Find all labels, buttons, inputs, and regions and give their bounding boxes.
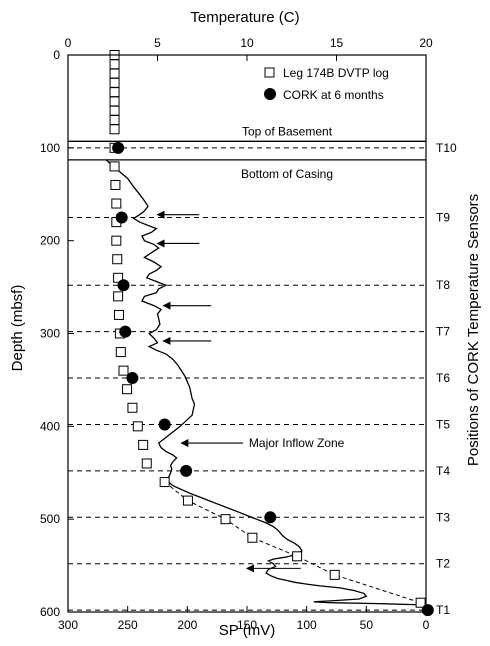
sensor-label-t6: T6 <box>436 371 450 385</box>
sensor-label-t1: T1 <box>436 603 450 617</box>
bottom-tick-label-3: 150 <box>237 618 257 632</box>
cork-point-6 <box>180 464 193 477</box>
dvtp-point-31 <box>292 551 303 562</box>
legend-square-marker <box>264 67 275 78</box>
top-axis-title: Temperature (C) <box>190 9 299 26</box>
bottom-tick-label-2: 200 <box>177 618 197 632</box>
dvtp-point-1 <box>109 59 120 70</box>
dvtp-point-29 <box>220 514 231 525</box>
bottom-tick-label-1: 250 <box>118 618 138 632</box>
bottom-tick-label-6: 0 <box>423 618 430 632</box>
dvtp-point-18 <box>114 309 125 320</box>
cork-point-7 <box>264 511 277 524</box>
left-axis-title: Depth (mbsf) <box>9 285 26 372</box>
sensor-label-t9: T9 <box>436 210 450 224</box>
cork-point-1 <box>115 211 128 224</box>
dvtp-point-20 <box>115 347 126 358</box>
cork-point-0 <box>112 141 125 154</box>
reference-lines: Top of Basement Bottom of Casing T10 T9 T8 T7… <box>68 124 457 617</box>
dvtp-point-33 <box>415 597 426 608</box>
legend-label-cork: CORK at 6 months <box>283 88 384 102</box>
sensor-label-t2: T2 <box>436 557 450 571</box>
legend-box <box>258 62 424 106</box>
top-tick-label-2: 10 <box>240 36 254 50</box>
left-tick-label-6: 600 <box>40 605 60 619</box>
dvtp-point-10 <box>109 161 120 172</box>
sp-log-line <box>105 159 424 607</box>
dvtp-point-4 <box>109 87 120 98</box>
dvtp-point-3 <box>109 77 120 88</box>
left-tick-label-1: 100 <box>40 141 60 155</box>
bottom-axis-title: SP (mV) <box>219 622 275 639</box>
left-tick-label-3: 300 <box>40 327 60 341</box>
dvtp-point-32 <box>329 569 340 580</box>
bottom-tick-label-5: 50 <box>360 618 374 632</box>
dvtp-point-12 <box>111 198 122 209</box>
casing-label-0: Top of Basement <box>242 124 333 138</box>
bottom-tick-label-4: 100 <box>297 618 317 632</box>
dvtp-point-25 <box>138 439 149 450</box>
sensor-label-t8: T8 <box>436 278 450 292</box>
legend-circle-marker <box>264 88 276 100</box>
dvtp-point-16 <box>113 272 124 283</box>
cork-point-2 <box>117 279 130 292</box>
top-tick-label-0: 0 <box>65 36 72 50</box>
dvtp-point-17 <box>113 291 124 302</box>
dvtp-point-23 <box>127 402 138 413</box>
dvtp-point-27 <box>159 477 170 488</box>
top-tick-label-1: 5 <box>154 36 161 50</box>
left-tick-label-2: 200 <box>40 234 60 248</box>
cork-point-3 <box>119 325 132 338</box>
cork-point-5 <box>158 418 171 431</box>
top-tick-label-3: 15 <box>330 36 344 50</box>
dvtp-point-24 <box>132 421 143 432</box>
dvtp-point-7 <box>109 114 120 125</box>
annotations: Major Inflow Zone <box>156 210 345 573</box>
dvtp-point-22 <box>122 384 133 395</box>
cork-point-4 <box>126 372 139 385</box>
dvtp-point-15 <box>112 254 123 265</box>
annotation-label: Major Inflow Zone <box>249 436 345 450</box>
sensor-label-t10: T10 <box>436 141 457 155</box>
casing-label-1: Bottom of Casing <box>241 167 333 181</box>
sensor-label-t5: T5 <box>436 417 450 431</box>
sensor-label-t4: T4 <box>436 464 450 478</box>
legend: Leg 174B DVTP log CORK at 6 months <box>258 62 424 106</box>
bottom-tick-label-0: 300 <box>58 618 78 632</box>
dvtp-point-11 <box>110 179 121 190</box>
left-tick-label-5: 500 <box>40 512 60 526</box>
cork-point-8 <box>421 604 434 617</box>
left-tick-label-4: 400 <box>40 419 60 433</box>
dvtp-point-21 <box>118 365 129 376</box>
sensor-label-t7: T7 <box>436 325 450 339</box>
dvtp-point-5 <box>109 96 120 107</box>
right-axis-title: Positions of CORK Temperature Sensors <box>465 194 482 466</box>
top-tick-label-4: 20 <box>419 36 433 50</box>
dvtp-point-8 <box>109 124 120 135</box>
dvtp-point-2 <box>109 68 120 79</box>
dvtp-point-28 <box>182 495 193 506</box>
dvtp-point-26 <box>141 458 152 469</box>
left-tick-label-0: 0 <box>53 48 60 62</box>
sensor-label-t3: T3 <box>436 510 450 524</box>
legend-label-dvtp: Leg 174B DVTP log <box>283 66 389 80</box>
dvtp-point-14 <box>111 235 122 246</box>
dvtp-point-6 <box>109 105 120 116</box>
dvtp-point-30 <box>247 532 258 543</box>
